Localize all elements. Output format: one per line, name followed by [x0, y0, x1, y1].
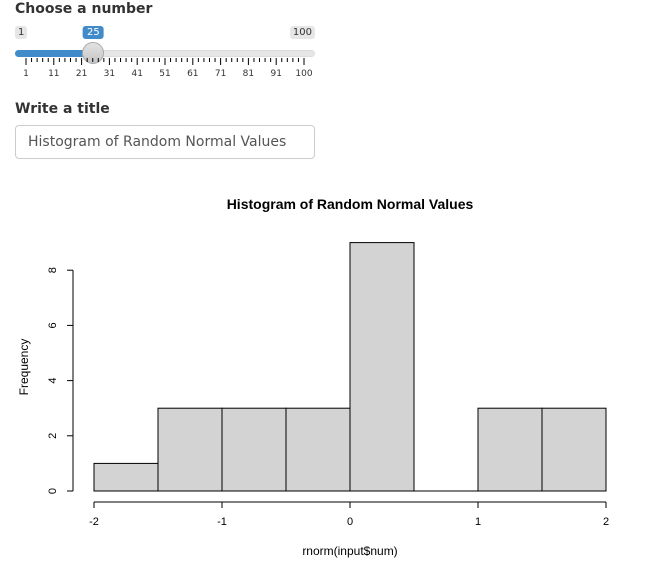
- slider-tick-label: 41: [131, 69, 142, 79]
- number-input-label: Choose a number: [15, 1, 153, 17]
- x-axis-label: rnorm(input$num): [302, 544, 397, 558]
- y-tick-label: 6: [47, 322, 59, 328]
- title-input-label: Write a title: [15, 101, 110, 117]
- slider-min-label: 1: [15, 26, 28, 39]
- histogram-bar: [349, 242, 415, 492]
- histogram-bar: [157, 407, 223, 492]
- slider-tick-label: 1: [23, 69, 29, 79]
- x-axis: -2 -1 0 1 2: [89, 501, 609, 528]
- y-axis-label: Frequency: [17, 339, 31, 396]
- histogram-bar: [477, 407, 543, 492]
- slider-fill-bar: [15, 50, 94, 57]
- slider-tick-scale: 1 11 21 31 41 51 61 71 81 91 100: [23, 58, 313, 79]
- slider-tick-label: 81: [243, 69, 254, 79]
- slider-max-label: 100: [289, 26, 315, 39]
- slider-tick-label: 21: [76, 69, 87, 79]
- y-axis: 0 2 4 6 8: [47, 267, 74, 494]
- histogram-bars: [93, 242, 607, 492]
- slider-tick-label: 71: [215, 69, 226, 79]
- plot-title: Histogram of Random Normal Values: [227, 196, 474, 212]
- histogram-bar: [93, 462, 159, 492]
- slider-tick-label: 91: [270, 69, 281, 79]
- x-tick-label: 2: [603, 516, 609, 528]
- slider-tick-label: 61: [187, 69, 198, 79]
- number-slider[interactable]: 1 100 25 1 11 21 31 41 51 61 71 81 91 100: [15, 24, 315, 84]
- x-tick-label: 1: [475, 516, 481, 528]
- slider-tick-label: 11: [48, 69, 59, 79]
- x-tick-label: -2: [89, 516, 99, 528]
- slider-tick-label: 100: [295, 69, 312, 79]
- title-input[interactable]: [15, 125, 315, 159]
- x-tick-label: 0: [347, 516, 353, 528]
- slider-tick-label: 51: [159, 69, 170, 79]
- x-tick-label: -1: [217, 516, 227, 528]
- histogram-bar: [541, 407, 607, 492]
- slider-tick-label: 31: [104, 69, 115, 79]
- slider-handle[interactable]: [82, 42, 105, 64]
- y-tick-label: 0: [47, 488, 59, 494]
- y-tick-label: 8: [47, 267, 59, 273]
- y-tick-label: 4: [47, 378, 59, 384]
- histogram-bar: [285, 407, 351, 492]
- slider-value-label: 25: [83, 26, 104, 39]
- histogram-bar: [221, 407, 287, 492]
- y-tick-label: 2: [47, 433, 59, 439]
- histogram-plot: Histogram of Random Normal Values rnorm(…: [17, 196, 609, 558]
